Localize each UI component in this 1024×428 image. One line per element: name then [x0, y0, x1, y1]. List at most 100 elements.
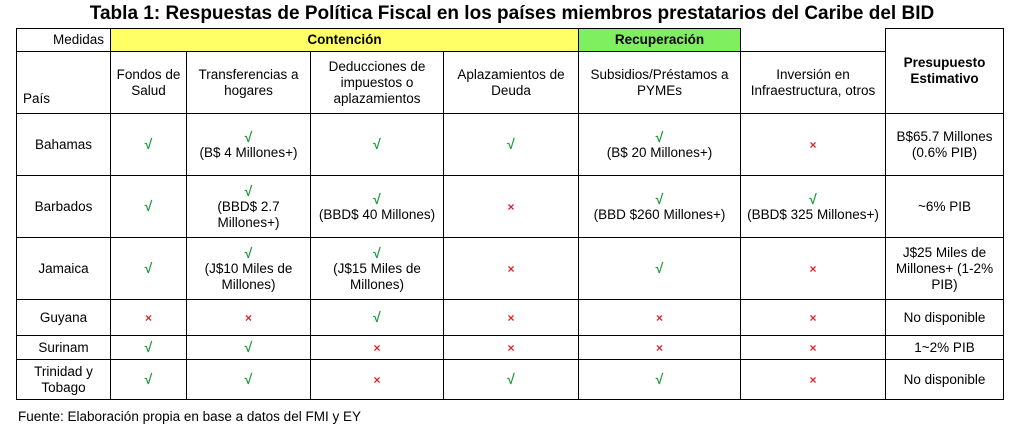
measure-cell: √ (J$10 Miles de Millones) — [186, 237, 311, 300]
measure-cell: × — [110, 299, 187, 336]
check-icon: √ — [244, 339, 253, 355]
column-header: Transferencias a hogares — [186, 51, 311, 114]
check-icon: √ — [144, 260, 153, 276]
measure-cell: × — [443, 299, 579, 336]
cross-icon: × — [655, 340, 663, 355]
country-cell: Surinam — [16, 335, 111, 360]
cross-icon: × — [809, 261, 817, 276]
cross-icon: × — [507, 199, 515, 214]
cross-icon: × — [144, 310, 152, 325]
cross-icon: × — [373, 340, 381, 355]
amount-note: (BBD $260 Millones+) — [593, 206, 726, 222]
check-icon: √ — [144, 136, 153, 152]
table-row: Jamaica √ √ (J$10 Miles de Millones) √ (J$15 … — [16, 237, 1004, 300]
measure-cell: √ (B$ 20 Millones+) — [578, 113, 741, 176]
header-pais: País — [23, 91, 51, 106]
measure-cell: √ — [186, 335, 311, 360]
fiscal-policy-table: Medidas Contención Recuperación Presupue… — [16, 28, 1004, 400]
budget-cell: ~6% PIB — [885, 175, 1004, 238]
measure-cell: × — [310, 359, 444, 400]
budget-cell: No disponible — [885, 299, 1004, 336]
table-title: Tabla 1: Respuestas de Política Fiscal e… — [89, 3, 935, 24]
measure-cell: × — [740, 237, 886, 300]
measure-cell: √ — [110, 335, 187, 360]
measure-cell: √ (BBD$ 2.7 Millones+) — [186, 175, 311, 238]
table-row: Guyana × × √ × × × No disponible — [16, 299, 1004, 336]
measure-cell: × — [578, 335, 741, 360]
measure-cell: √ — [110, 237, 187, 300]
amount-note: (BBD$ 325 Millones+) — [747, 206, 879, 222]
budget-cell: J$25 Miles de Millones+ (1-2% PIB) — [885, 237, 1004, 300]
amount-note: (B$ 20 Millones+) — [606, 144, 713, 160]
measure-cell: √ — [110, 175, 187, 238]
table-row: Surinam √ √ × × × × 1~2% PIB — [16, 335, 1004, 360]
measure-cell: √ (J$15 Miles de Millones) — [310, 237, 444, 300]
measure-cell: × — [186, 299, 311, 336]
check-icon: √ — [655, 371, 664, 387]
country-cell: Trinidad y Tobago — [16, 359, 111, 400]
measure-cell: √ — [578, 237, 741, 300]
check-icon: √ — [244, 182, 253, 199]
header-medidas-cell: Medidas — [16, 28, 111, 52]
check-icon: √ — [373, 190, 381, 207]
measure-cell: × — [740, 359, 886, 400]
budget-cell: No disponible — [885, 359, 1004, 400]
country-cell: Bahamas — [16, 113, 111, 176]
measure-cell: √ (BBD$ 325 Millones+) — [740, 175, 886, 238]
check-icon: √ — [144, 339, 153, 355]
amount-note: (BBD$ 40 Millones) — [318, 206, 436, 222]
header-presupuesto: Presupuesto Estimativo — [885, 28, 1004, 114]
budget-cell: B$65.7 Millones (0.6% PIB) — [885, 113, 1004, 176]
measure-cell: √ (B$ 4 Millones+) — [186, 113, 311, 176]
cross-icon: × — [373, 372, 381, 387]
table-row: Trinidad y Tobago √ √ × √ √ × No disponible — [16, 359, 1004, 400]
measure-cell: √ — [310, 299, 444, 336]
cross-icon: × — [655, 310, 663, 325]
measure-cell: × — [740, 299, 886, 336]
check-icon: √ — [809, 190, 817, 207]
column-header: Inversión en Infraestructura, otros — [740, 51, 886, 114]
measure-cell: √ (BBD$ 40 Millones) — [310, 175, 444, 238]
check-icon: √ — [373, 136, 381, 152]
measure-cell: × — [740, 113, 886, 176]
check-icon: √ — [244, 244, 253, 261]
column-header: Fondos de Salud — [110, 51, 187, 114]
check-icon: √ — [373, 309, 381, 325]
check-icon: √ — [655, 128, 664, 145]
header-contencion: Contención — [110, 28, 579, 52]
check-icon: √ — [655, 260, 664, 276]
amount-note: (BBD$ 2.7 Millones+) — [217, 198, 280, 230]
measure-cell: √ — [443, 359, 579, 400]
measure-cell: × — [443, 237, 579, 300]
cross-icon: × — [507, 261, 515, 276]
check-icon: √ — [144, 198, 153, 214]
measure-cell: × — [443, 335, 579, 360]
measure-cell: √ — [310, 113, 444, 176]
column-header: Subsidios/Préstamos a PYMEs — [578, 51, 741, 114]
header-empty — [740, 28, 886, 52]
amount-note: (J$10 Miles de Millones) — [204, 260, 293, 292]
cross-icon: × — [507, 340, 515, 355]
amount-note: (B$ 4 Millones+) — [199, 144, 298, 160]
check-icon: √ — [655, 190, 664, 207]
measure-cell: √ — [110, 359, 187, 400]
measure-cell: × — [310, 335, 444, 360]
cross-icon: × — [809, 310, 817, 325]
check-icon: √ — [144, 371, 153, 387]
country-cell: Jamaica — [16, 237, 111, 300]
header-medidas: Medidas — [52, 32, 104, 47]
cross-icon: × — [507, 310, 515, 325]
header-pais-cell: País — [16, 51, 111, 114]
check-icon: √ — [507, 136, 515, 152]
budget-cell: 1~2% PIB — [885, 335, 1004, 360]
measure-cell: √ — [186, 359, 311, 400]
check-icon: √ — [507, 371, 515, 387]
cross-icon: × — [809, 137, 817, 152]
measure-cell: √ — [578, 359, 741, 400]
measure-cell: √ (BBD $260 Millones+) — [578, 175, 741, 238]
measure-cell: × — [740, 335, 886, 360]
cross-icon: × — [809, 372, 817, 387]
table-row: Bahamas √ √ (B$ 4 Millones+) √ √ √ (B$ 20 Millo… — [16, 113, 1004, 176]
country-cell: Guyana — [16, 299, 111, 336]
cross-icon: × — [244, 310, 252, 325]
